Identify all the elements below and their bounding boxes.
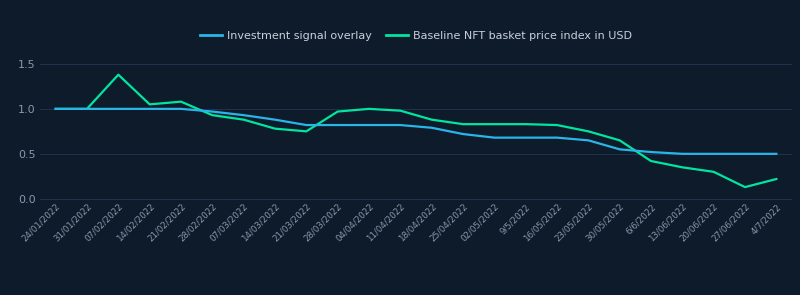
Baseline NFT basket price index in USD — [740, 185, 750, 189]
Baseline NFT basket price index in USD — [114, 73, 123, 76]
Baseline NFT basket price index in USD — [646, 159, 656, 163]
Investment signal overlay — [490, 136, 499, 140]
Baseline NFT basket price index in USD — [709, 170, 718, 173]
Investment signal overlay — [176, 107, 186, 111]
Investment signal overlay — [427, 126, 437, 130]
Baseline NFT basket price index in USD — [302, 130, 311, 133]
Investment signal overlay — [740, 152, 750, 155]
Baseline NFT basket price index in USD — [490, 122, 499, 126]
Investment signal overlay — [646, 150, 656, 154]
Investment signal overlay — [145, 107, 154, 111]
Investment signal overlay — [364, 123, 374, 127]
Investment signal overlay — [51, 107, 61, 111]
Investment signal overlay — [270, 118, 280, 122]
Legend: Investment signal overlay, Baseline NFT basket price index in USD: Investment signal overlay, Baseline NFT … — [195, 26, 637, 45]
Baseline NFT basket price index in USD — [521, 122, 530, 126]
Investment signal overlay — [583, 139, 593, 142]
Investment signal overlay — [552, 136, 562, 140]
Baseline NFT basket price index in USD — [51, 107, 61, 111]
Investment signal overlay — [771, 152, 781, 155]
Baseline NFT basket price index in USD — [176, 100, 186, 104]
Investment signal overlay — [458, 132, 468, 136]
Investment signal overlay — [207, 110, 217, 113]
Baseline NFT basket price index in USD — [145, 103, 154, 106]
Baseline NFT basket price index in USD — [333, 110, 342, 113]
Investment signal overlay — [239, 113, 249, 117]
Baseline NFT basket price index in USD — [678, 165, 687, 169]
Baseline NFT basket price index in USD — [364, 107, 374, 111]
Baseline NFT basket price index in USD — [270, 127, 280, 130]
Baseline NFT basket price index in USD — [458, 122, 468, 126]
Investment signal overlay — [709, 152, 718, 155]
Baseline NFT basket price index in USD — [427, 118, 437, 122]
Baseline NFT basket price index in USD — [771, 177, 781, 181]
Baseline NFT basket price index in USD — [207, 113, 217, 117]
Investment signal overlay — [395, 123, 405, 127]
Investment signal overlay — [333, 123, 342, 127]
Investment signal overlay — [521, 136, 530, 140]
Investment signal overlay — [114, 107, 123, 111]
Line: Investment signal overlay: Investment signal overlay — [56, 109, 776, 154]
Baseline NFT basket price index in USD — [82, 107, 92, 111]
Investment signal overlay — [302, 123, 311, 127]
Baseline NFT basket price index in USD — [239, 118, 249, 122]
Baseline NFT basket price index in USD — [615, 139, 625, 142]
Investment signal overlay — [82, 107, 92, 111]
Line: Baseline NFT basket price index in USD: Baseline NFT basket price index in USD — [56, 75, 776, 187]
Investment signal overlay — [678, 152, 687, 155]
Baseline NFT basket price index in USD — [395, 109, 405, 112]
Investment signal overlay — [615, 148, 625, 151]
Baseline NFT basket price index in USD — [583, 130, 593, 133]
Baseline NFT basket price index in USD — [552, 123, 562, 127]
